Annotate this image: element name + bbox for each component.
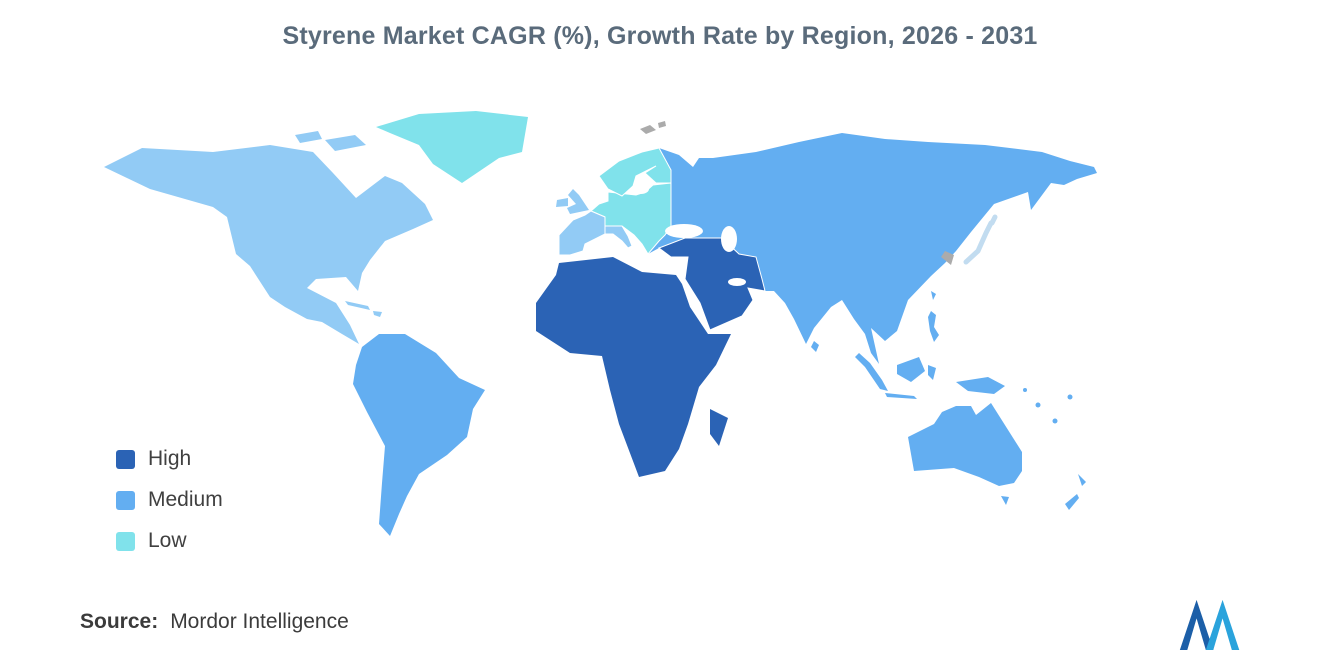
region-new-zealand-south bbox=[1065, 494, 1079, 510]
region-madagascar bbox=[710, 409, 728, 446]
region-western-europe bbox=[558, 210, 606, 256]
region-greenland bbox=[376, 111, 528, 183]
region-italy bbox=[604, 225, 633, 249]
logo-right-peak bbox=[1205, 599, 1240, 650]
region-svalbard bbox=[640, 125, 656, 134]
world-map bbox=[104, 111, 1097, 536]
region-sumatra bbox=[855, 353, 888, 391]
region-borneo bbox=[897, 357, 925, 382]
source-value: Mordor Intelligence bbox=[170, 610, 349, 633]
legend-item-low: Low bbox=[116, 529, 223, 553]
region-eurasia bbox=[559, 133, 1097, 364]
region-hispaniola bbox=[373, 311, 382, 317]
region-canadian-arctic-islands bbox=[325, 135, 366, 151]
map-legend: High Medium Low bbox=[116, 447, 223, 570]
legend-item-high: High bbox=[116, 447, 223, 471]
region-new-zealand-north bbox=[1078, 474, 1086, 486]
legend-label-high: High bbox=[148, 447, 192, 470]
sea-black-sea bbox=[665, 224, 703, 238]
legend-swatch-low bbox=[116, 531, 135, 551]
region-south-america bbox=[353, 334, 485, 536]
region-north-america bbox=[104, 145, 433, 344]
region-japan bbox=[963, 220, 994, 265]
sea-baltic bbox=[633, 184, 649, 194]
region-pacific-island-3 bbox=[1067, 394, 1073, 400]
region-scandinavia bbox=[598, 147, 672, 197]
source-line: Source: Mordor Intelligence bbox=[80, 610, 349, 634]
region-philippines bbox=[928, 311, 939, 342]
legend-item-medium: Medium bbox=[116, 488, 223, 512]
source-label: Source: bbox=[80, 610, 159, 633]
sea-caspian bbox=[721, 226, 737, 252]
mordor-intelligence-logo bbox=[1179, 599, 1240, 650]
region-canadian-arctic-islands-2 bbox=[295, 131, 322, 143]
region-java bbox=[885, 393, 917, 399]
legend-label-medium: Medium bbox=[148, 488, 223, 511]
region-taiwan bbox=[931, 291, 936, 300]
region-sri-lanka bbox=[811, 341, 819, 352]
region-japan-hokkaido bbox=[989, 214, 998, 226]
region-ireland bbox=[556, 198, 568, 207]
region-pacific-island-2 bbox=[1052, 418, 1058, 424]
region-korea bbox=[941, 251, 954, 265]
region-africa bbox=[536, 257, 731, 477]
region-pacific-island bbox=[1035, 402, 1041, 408]
legend-swatch-medium bbox=[116, 490, 135, 510]
region-europe-central bbox=[590, 182, 672, 255]
sea-persian-gulf bbox=[728, 278, 746, 286]
region-svalbard-2 bbox=[658, 121, 666, 128]
region-pacific-island-4 bbox=[1023, 388, 1027, 392]
region-australia bbox=[908, 403, 1022, 486]
region-tasmania bbox=[1001, 496, 1009, 505]
region-sulawesi bbox=[928, 365, 936, 380]
region-cuba bbox=[345, 301, 370, 310]
region-hainan bbox=[899, 304, 905, 310]
legend-swatch-high bbox=[116, 449, 135, 469]
legend-label-low: Low bbox=[148, 529, 187, 552]
region-new-guinea bbox=[956, 377, 1005, 394]
region-united-kingdom bbox=[567, 189, 589, 214]
chart-title: Styrene Market CAGR (%), Growth Rate by … bbox=[282, 22, 1038, 50]
logo-left-peak bbox=[1179, 599, 1214, 650]
